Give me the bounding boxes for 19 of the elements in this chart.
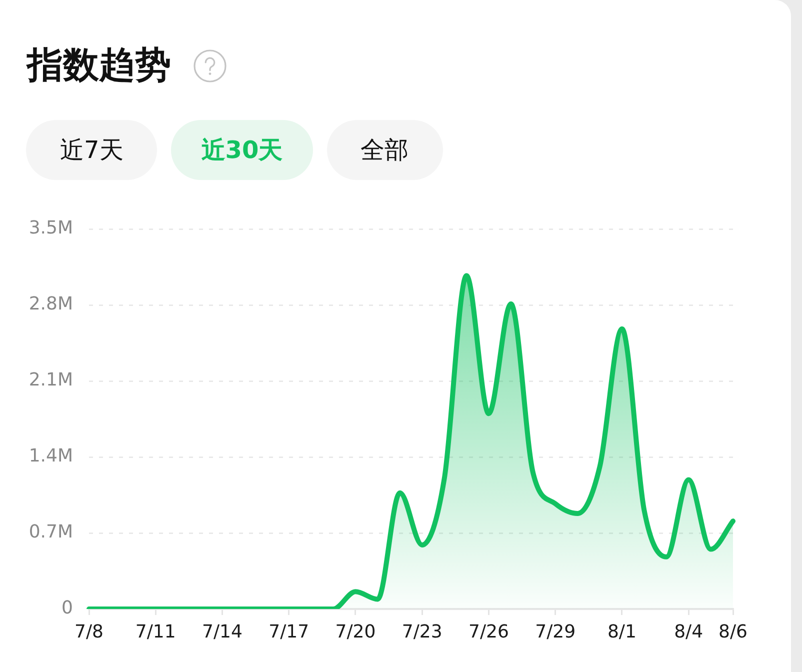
y-tick-label: 2.1M (28, 370, 73, 391)
x-tick-label: 7/20 (335, 621, 376, 642)
y-tick-label: 1.4M (28, 446, 73, 467)
x-tick-label: 7/14 (202, 621, 242, 642)
x-tick-label: 8/1 (607, 621, 636, 642)
chart-title: 指数趋势 (27, 44, 171, 88)
y-tick-label: 0 (62, 598, 73, 619)
x-tick-label: 7/17 (268, 621, 310, 642)
y-tick-label: 3.5M (28, 218, 73, 239)
x-tick-label: 7/26 (468, 621, 509, 642)
tab-button[interactable]: 近7天 (26, 120, 158, 180)
y-tick-label: 2.8M (28, 294, 73, 315)
x-tick-label: 7/23 (402, 621, 442, 642)
x-tick-label: 7/29 (535, 621, 576, 642)
y-tick-label: 0.7M (28, 522, 73, 543)
x-tick-label: 7/8 (74, 621, 104, 642)
x-tick-label: 8/4 (674, 621, 704, 642)
x-tick-label: 8/6 (718, 621, 748, 642)
x-tick-label: 7/11 (135, 621, 176, 642)
